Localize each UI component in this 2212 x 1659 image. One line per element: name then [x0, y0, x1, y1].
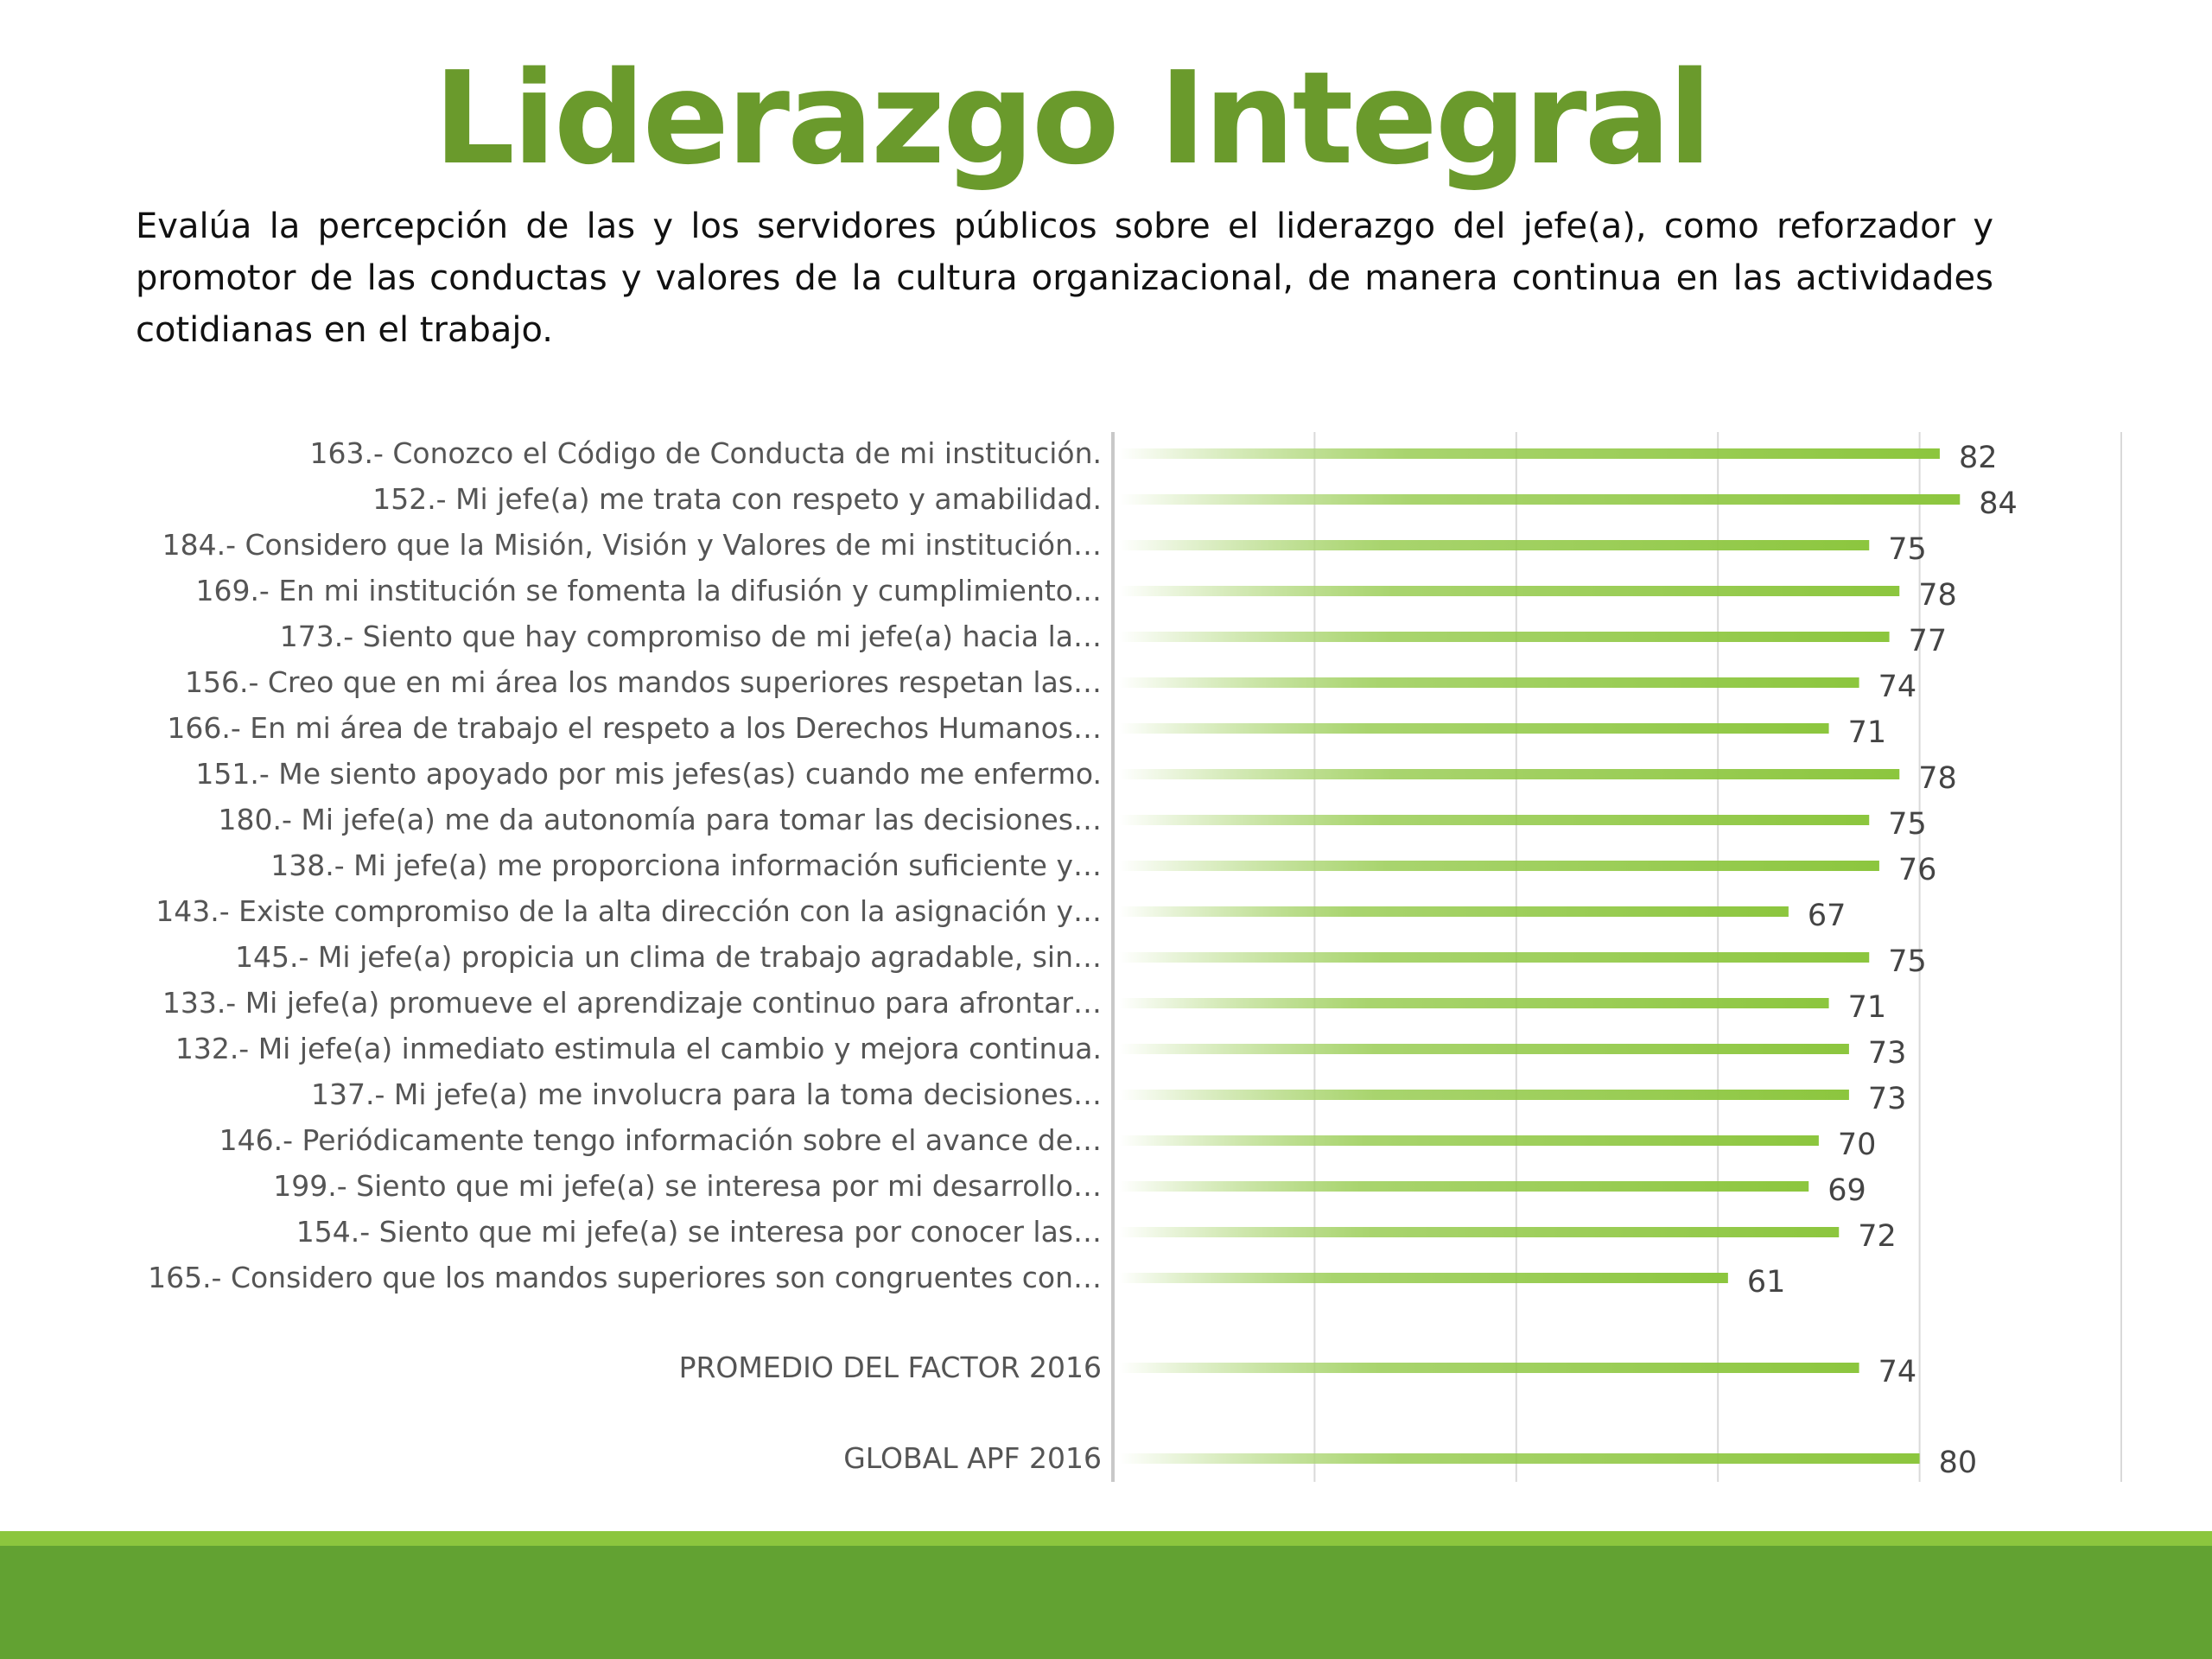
- data-label: 78: [1918, 578, 1957, 613]
- data-label: 74: [1878, 670, 1917, 704]
- data-label: 82: [1959, 441, 1998, 475]
- data-label: 73: [1868, 1082, 1907, 1116]
- footer-band-light: [0, 1531, 2212, 1546]
- bar: [1120, 952, 1870, 963]
- value-labels: 8284757877747178757667757173737069726174…: [1747, 441, 2018, 1480]
- bar: [1120, 1044, 1849, 1054]
- bar: [1120, 586, 1900, 596]
- data-label: 84: [1979, 486, 2018, 521]
- page-title: Liderazgo Integral: [433, 44, 1713, 193]
- summary-bar: [1120, 1363, 1859, 1373]
- category-label: 156.- Creo que en mi área los mandos sup…: [185, 665, 1102, 699]
- data-label: 75: [1888, 807, 1927, 842]
- data-label: 77: [1909, 624, 1948, 658]
- data-label: 75: [1888, 532, 1927, 567]
- bar: [1120, 723, 1829, 734]
- bar: [1120, 998, 1829, 1008]
- data-label: 76: [1898, 853, 1937, 887]
- summary-label: GLOBAL APF 2016: [843, 1441, 1102, 1475]
- bar: [1120, 769, 1900, 779]
- bar: [1120, 448, 1940, 459]
- category-label: 133.- Mi jefe(a) promueve el aprendizaje…: [162, 986, 1102, 1020]
- data-label: 70: [1838, 1128, 1877, 1162]
- data-label: 72: [1858, 1219, 1897, 1254]
- bar: [1120, 815, 1870, 825]
- category-label: 180.- Mi jefe(a) me da autonomía para to…: [219, 803, 1102, 836]
- category-label: 132.- Mi jefe(a) inmediato estimula el c…: [175, 1032, 1102, 1065]
- bar: [1120, 1090, 1849, 1100]
- category-label: 152.- Mi jefe(a) me trata con respeto y …: [372, 482, 1102, 516]
- bar: [1120, 1273, 1728, 1283]
- category-label: 138.- Mi jefe(a) me proporciona informac…: [270, 849, 1102, 882]
- category-label: 143.- Existe compromiso de la alta direc…: [156, 894, 1102, 928]
- category-label: 166.- En mi área de trabajo el respeto a…: [167, 711, 1102, 745]
- category-label: 151.- Me siento apoyado por mis jefes(as…: [195, 757, 1102, 791]
- bar-chart: 163.- Conozco el Código de Conducta de m…: [148, 432, 2122, 1482]
- bar: [1120, 677, 1859, 688]
- summary-label: PROMEDIO DEL FACTOR 2016: [679, 1351, 1102, 1384]
- summary-value-label: 80: [1939, 1446, 1978, 1480]
- category-label: 154.- Siento que mi jefe(a) se interesa …: [296, 1215, 1102, 1249]
- bar: [1120, 1135, 1819, 1146]
- category-label: 145.- Mi jefe(a) propicia un clima de tr…: [235, 940, 1102, 974]
- summary-bar: [1120, 1453, 1920, 1464]
- bar: [1120, 906, 1789, 917]
- bar: [1120, 861, 1879, 871]
- category-label: 169.- En mi institución se fomenta la di…: [195, 574, 1102, 607]
- data-label: 69: [1827, 1173, 1866, 1208]
- bar: [1120, 1181, 1809, 1192]
- category-label: 146.- Periódicamente tengo información s…: [219, 1123, 1102, 1157]
- data-label: 75: [1888, 944, 1927, 979]
- data-label: 71: [1848, 715, 1887, 750]
- bar: [1120, 632, 1890, 642]
- factor-description: Evalúa la percepción de las y los servid…: [136, 207, 1993, 350]
- category-label: 137.- Mi jefe(a) me involucra para la to…: [311, 1077, 1102, 1111]
- category-label: 163.- Conozco el Código de Conducta de m…: [309, 436, 1102, 470]
- category-labels: 163.- Conozco el Código de Conducta de m…: [148, 436, 1102, 1475]
- bars: [1120, 448, 1961, 1464]
- data-label: 67: [1808, 899, 1847, 933]
- bar: [1120, 1227, 1840, 1237]
- bar: [1120, 494, 1961, 505]
- category-label: 199.- Siento que mi jefe(a) se interesa …: [273, 1169, 1102, 1203]
- bar: [1120, 540, 1870, 550]
- data-label: 78: [1918, 761, 1957, 796]
- data-label: 73: [1868, 1036, 1907, 1071]
- category-label: 173.- Siento que hay compromiso de mi je…: [280, 620, 1102, 653]
- category-label: 165.- Considero que los mandos superiore…: [148, 1261, 1102, 1294]
- data-label: 61: [1747, 1265, 1786, 1300]
- summary-value-label: 74: [1878, 1355, 1917, 1389]
- data-label: 71: [1848, 990, 1887, 1025]
- category-label: 184.- Considero que la Misión, Visión y …: [162, 528, 1102, 562]
- footer-band-dark: [0, 1546, 2212, 1659]
